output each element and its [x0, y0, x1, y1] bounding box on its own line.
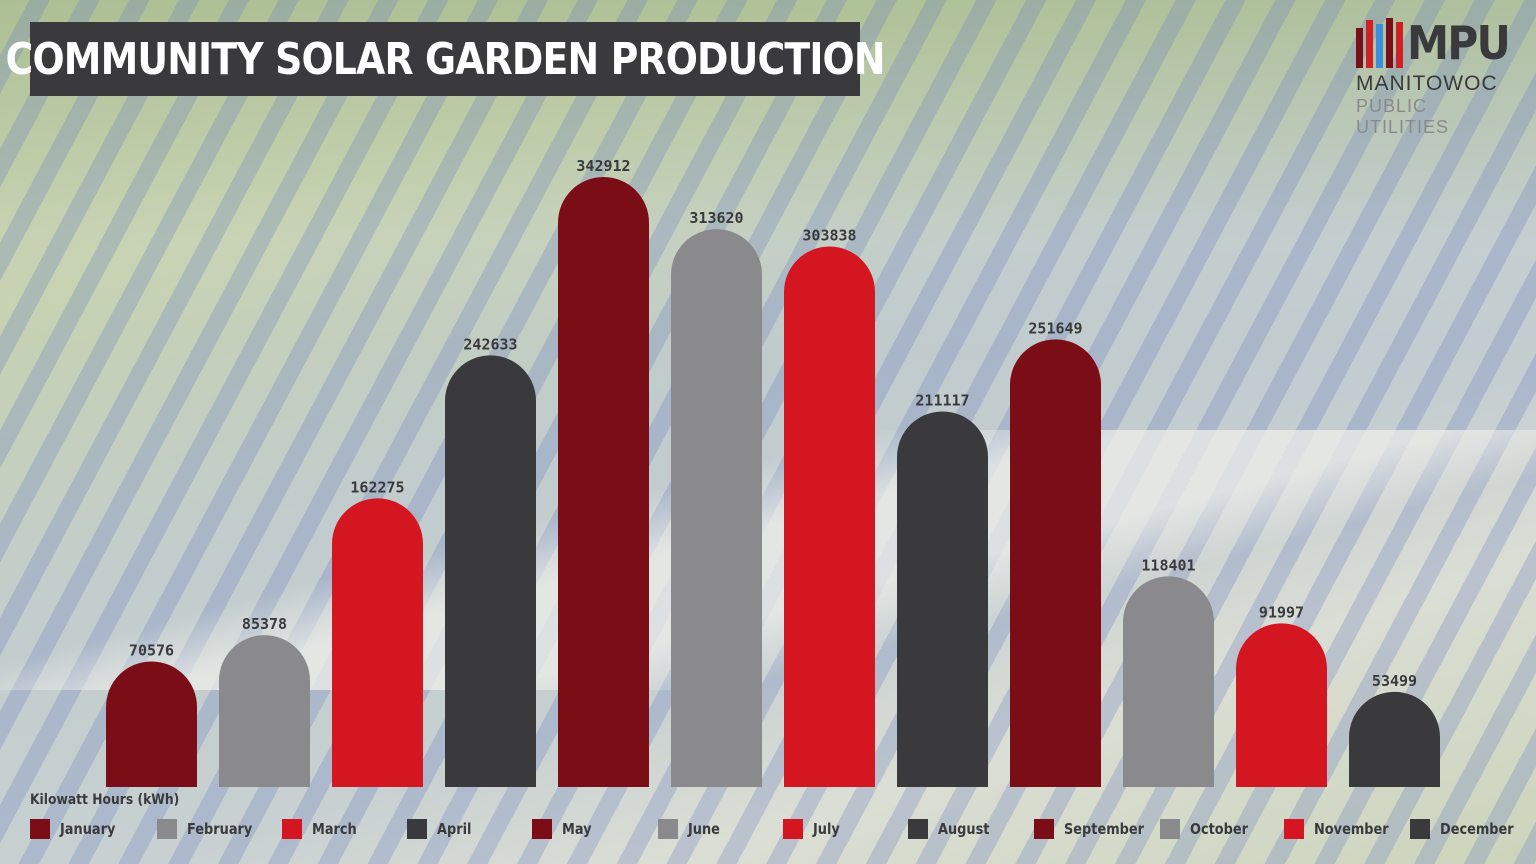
logo-bar: [1396, 22, 1403, 68]
data-label-october: 118401: [1141, 556, 1195, 574]
legend-item-october: October: [1160, 818, 1257, 840]
bar-june: [671, 229, 762, 787]
data-label-july: 303838: [802, 227, 856, 245]
data-label-june: 313620: [689, 209, 743, 227]
legend-swatch: [30, 819, 50, 839]
legend-item-february: February: [157, 818, 263, 840]
bar-march: [332, 498, 423, 787]
legend-label: May: [562, 820, 592, 838]
logo-bar: [1376, 24, 1383, 68]
legend-label: December: [1440, 820, 1514, 838]
bar-september: [1010, 339, 1101, 787]
bar-december: [1349, 691, 1440, 787]
legend-label: September: [1064, 820, 1144, 838]
y-axis-label: Kilowatt Hours (kWh): [30, 792, 180, 808]
bar-july: [784, 246, 875, 787]
legend-label: July: [813, 820, 840, 838]
legend-label: March: [312, 820, 357, 838]
data-label-september: 251649: [1028, 319, 1082, 337]
legend-swatch: [1034, 819, 1054, 839]
legend-item-august: August: [908, 818, 998, 840]
legend-item-may: May: [532, 818, 596, 840]
data-label-august: 211117: [915, 391, 969, 409]
legend-item-july: July: [783, 818, 844, 840]
legend-swatch: [532, 819, 552, 839]
legend-label: January: [60, 820, 116, 838]
legend-swatch: [282, 819, 302, 839]
logo-bar: [1366, 20, 1373, 68]
legend-swatch: [658, 819, 678, 839]
bar-october: [1123, 576, 1214, 787]
legend-swatch: [157, 819, 177, 839]
legend-item-january: January: [30, 818, 124, 840]
legend-item-november: November: [1284, 818, 1401, 840]
bar-february: [219, 635, 310, 787]
bar-april: [445, 355, 536, 787]
legend-label: August: [938, 820, 990, 838]
data-label-may: 342912: [576, 157, 630, 175]
legend-item-december: December: [1410, 818, 1526, 840]
legend-swatch: [908, 819, 928, 839]
legend-label: February: [187, 820, 253, 838]
logo-letters: MPU: [1407, 16, 1511, 70]
data-label-january: 70576: [129, 641, 174, 659]
legend-swatch: [407, 819, 427, 839]
legend-swatch: [1410, 819, 1430, 839]
data-label-november: 91997: [1259, 603, 1304, 621]
legend-swatch: [1160, 819, 1180, 839]
mpu-logo: MPU MANITOWOC PUBLIC UTILITIES: [1356, 14, 1520, 137]
data-label-march: 162275: [350, 478, 404, 496]
logo-mark: MPU: [1356, 14, 1520, 68]
bar-august: [897, 411, 989, 787]
bar-may: [558, 177, 649, 787]
legend-label: June: [688, 820, 720, 838]
legend-item-september: September: [1034, 818, 1157, 840]
logo-line2: PUBLIC UTILITIES: [1356, 96, 1450, 137]
data-label-february: 85378: [242, 615, 287, 633]
legend-item-march: March: [282, 818, 364, 840]
legend-label: November: [1314, 820, 1389, 838]
logo-line1: MANITOWOC: [1356, 72, 1498, 95]
chart-title: COMMUNITY SOLAR GARDEN PRODUCTION: [5, 33, 885, 85]
data-label-december: 53499: [1372, 672, 1417, 690]
logo-bars-icon: [1356, 18, 1403, 68]
legend-label: April: [437, 820, 472, 838]
legend-item-june: June: [658, 818, 725, 840]
legend-label: October: [1190, 820, 1248, 838]
data-label-april: 242633: [463, 335, 517, 353]
title-banner: COMMUNITY SOLAR GARDEN PRODUCTION: [5, 22, 885, 96]
legend-item-april: April: [407, 818, 477, 840]
legend-swatch: [1284, 819, 1304, 839]
logo-bar: [1356, 28, 1363, 68]
legend: January February March April May June July Augu…: [30, 818, 1530, 842]
logo-bar: [1386, 18, 1393, 68]
legend-swatch: [783, 819, 803, 839]
bar-november: [1236, 623, 1327, 787]
bar-january: [106, 661, 197, 787]
